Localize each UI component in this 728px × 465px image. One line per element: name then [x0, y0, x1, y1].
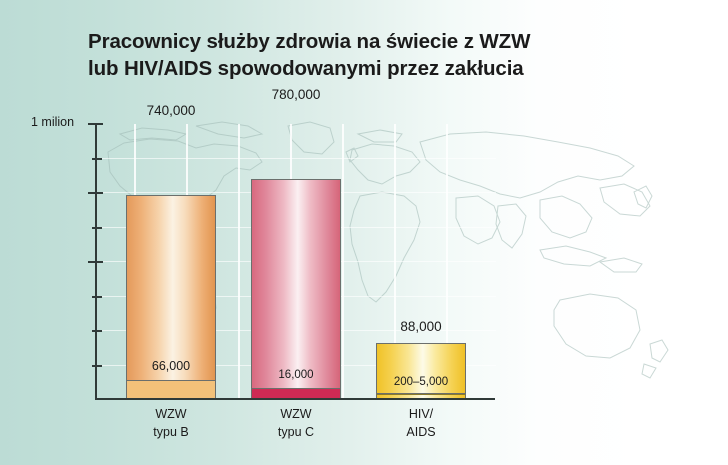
x-axis-label-line-1: WZW: [280, 407, 312, 421]
bar-segment-upper[interactable]: [251, 179, 341, 389]
y-axis-tick: [92, 227, 102, 229]
x-axis-label-line-1: HIV/: [408, 407, 434, 421]
bar-segment-upper[interactable]: [376, 343, 466, 394]
x-axis-label-line-2: typu B: [153, 424, 189, 439]
bar-value-label-upper: 88,000: [400, 319, 442, 334]
y-axis-tick: [92, 365, 102, 367]
bar-group-hiv-aids[interactable]: 88,000 200–5,000: [376, 124, 466, 399]
x-axis-label-hepatitis-b: WZW typu B: [126, 406, 216, 442]
bar-segment-lower[interactable]: [126, 381, 216, 399]
chart-title-line-2: lub HIV/AIDS spowodowanymi przez zakłuci…: [88, 57, 524, 81]
x-axis-label-hiv-aids: HIV/ AIDS: [376, 406, 466, 442]
x-axis-label-hepatitis-c: WZW typu C: [251, 406, 341, 442]
x-axis-label-line-1: WZW: [155, 407, 187, 421]
bar-value-label-upper: 740,000: [146, 103, 196, 118]
y-axis-tick: [92, 296, 102, 298]
bar-value-label-upper: 780,000: [271, 87, 321, 102]
plot-area: 740,000 66,000 780,000 16,000 88,000 200…: [96, 87, 496, 399]
chart-title-line-1: Pracownicy służby zdrowia na świecie z W…: [88, 30, 531, 53]
horizontal-gridline: [96, 158, 496, 159]
bar-group-hepatitis-b[interactable]: 740,000 66,000: [126, 103, 216, 399]
chart-title: Pracownicy służby zdrowia na świecie z W…: [88, 28, 688, 83]
y-axis-tick: [88, 261, 103, 263]
y-axis-tick: [88, 123, 103, 125]
bar-group-hepatitis-c[interactable]: 780,000 16,000: [251, 87, 341, 399]
x-axis-label-line-2: typu C: [277, 424, 315, 439]
bar-value-label-lower: 200–5,000: [393, 376, 449, 388]
y-axis-tick: [88, 192, 103, 194]
bar-segment-upper[interactable]: [126, 195, 216, 381]
x-axis-label-line-2: AIDS: [406, 424, 436, 439]
y-axis-tick: [92, 158, 102, 160]
x-axis-line: [95, 398, 495, 400]
y-axis-max-label: 1 milion: [31, 115, 75, 129]
bar-value-label-lower: 66,000: [151, 359, 191, 373]
bar-value-label-lower: 16,000: [278, 369, 314, 381]
y-axis-tick: [92, 330, 102, 332]
